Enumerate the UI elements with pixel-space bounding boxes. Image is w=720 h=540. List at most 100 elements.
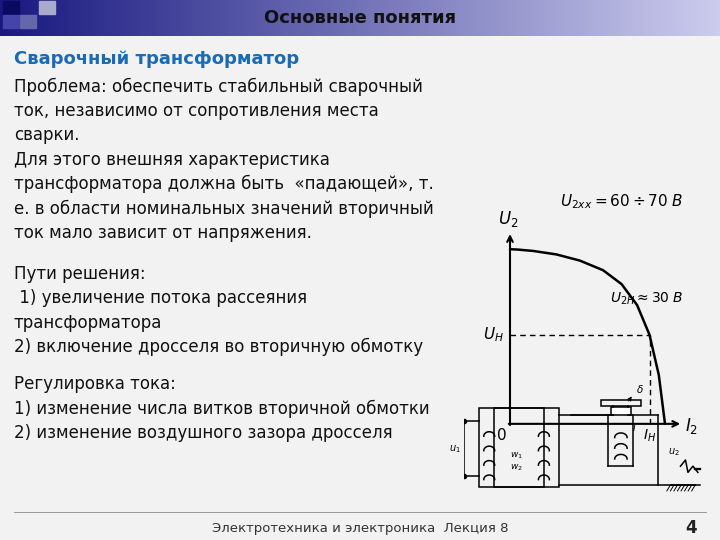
Bar (484, 0, 486, 36)
Bar (661, 0, 662, 36)
Bar (138, 0, 140, 36)
Bar (114, 0, 115, 36)
Bar (575, 0, 576, 36)
Bar (403, 0, 405, 36)
Bar (108, 0, 109, 36)
Bar (601, 0, 603, 36)
Bar (294, 0, 295, 36)
Bar (704, 0, 706, 36)
Bar (27, 0, 29, 36)
Bar (1, 0, 4, 36)
Bar (482, 0, 484, 36)
Bar (596, 0, 598, 36)
Bar (338, 0, 340, 36)
Bar (544, 0, 546, 36)
Bar (92, 0, 94, 36)
Bar (268, 0, 270, 36)
Text: $w_1$: $w_1$ (510, 450, 523, 461)
Bar (157, 0, 158, 36)
Bar (628, 0, 630, 36)
Bar (306, 0, 308, 36)
Bar (299, 0, 301, 36)
Bar (119, 0, 121, 36)
Bar (554, 0, 556, 36)
Bar (469, 0, 472, 36)
Bar (400, 0, 402, 36)
Bar (374, 0, 376, 36)
Bar (3, 15, 19, 28)
Bar (419, 0, 421, 36)
Bar (611, 407, 631, 415)
Bar (407, 0, 408, 36)
Bar (220, 0, 222, 36)
Bar (713, 0, 714, 36)
Bar (246, 0, 248, 36)
Bar (405, 0, 407, 36)
Bar (241, 0, 243, 36)
Bar (279, 0, 281, 36)
Bar (284, 0, 287, 36)
Bar (517, 0, 518, 36)
Text: Основные понятия: Основные понятия (264, 9, 456, 27)
Bar (464, 0, 467, 36)
Bar (477, 0, 479, 36)
Bar (462, 0, 464, 36)
Bar (360, 0, 361, 36)
Bar (697, 0, 698, 36)
Bar (549, 0, 551, 36)
Bar (446, 0, 448, 36)
Bar (7, 0, 9, 36)
Bar (531, 0, 533, 36)
Bar (416, 0, 418, 36)
Bar (593, 0, 594, 36)
Bar (325, 0, 328, 36)
Bar (572, 0, 575, 36)
Bar (310, 0, 312, 36)
Bar (97, 0, 99, 36)
Bar (331, 0, 333, 36)
Bar (256, 0, 258, 36)
Bar (61, 0, 63, 36)
Bar (529, 0, 531, 36)
Bar (693, 0, 695, 36)
Bar (308, 0, 310, 36)
Bar (32, 0, 35, 36)
Bar (133, 0, 135, 36)
Bar (612, 0, 613, 36)
Bar (684, 0, 685, 36)
Bar (198, 0, 200, 36)
Bar (551, 0, 552, 36)
Bar (418, 0, 419, 36)
Bar (683, 0, 684, 36)
Bar (30, 0, 32, 36)
Bar (342, 0, 344, 36)
Bar (99, 0, 101, 36)
Bar (229, 0, 230, 36)
Bar (577, 0, 580, 36)
Bar (369, 0, 371, 36)
Bar (533, 0, 534, 36)
Bar (155, 0, 157, 36)
Bar (563, 0, 565, 36)
Bar (623, 0, 624, 36)
Bar (594, 0, 596, 36)
Bar (179, 0, 180, 36)
Bar (135, 0, 137, 36)
Bar (382, 0, 383, 36)
Bar (668, 0, 670, 36)
Bar (648, 0, 649, 36)
Bar (608, 0, 610, 36)
Bar (90, 0, 92, 36)
Bar (474, 0, 475, 36)
Bar (479, 0, 481, 36)
Bar (513, 0, 515, 36)
Bar (109, 0, 112, 36)
Bar (540, 0, 541, 36)
Bar (37, 0, 40, 36)
Bar (23, 0, 25, 36)
Bar (571, 0, 572, 36)
Bar (35, 0, 36, 36)
Bar (301, 0, 302, 36)
Bar (73, 0, 76, 36)
Bar (439, 0, 441, 36)
